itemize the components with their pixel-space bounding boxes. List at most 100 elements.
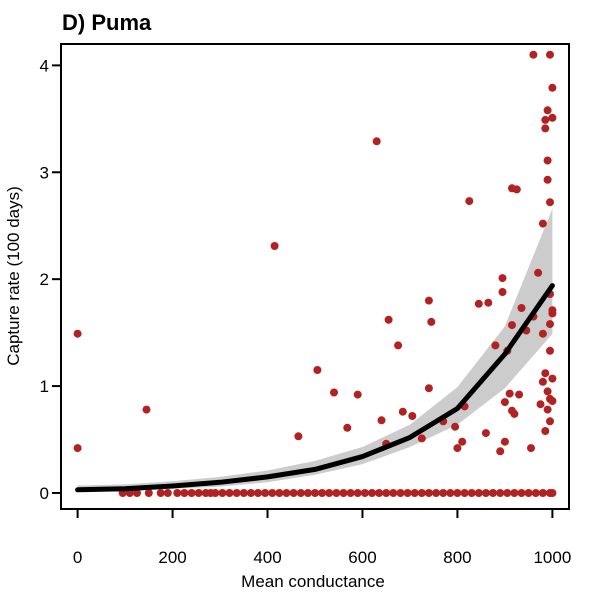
data-point <box>353 390 362 399</box>
data-point <box>496 447 505 456</box>
data-point <box>541 427 550 435</box>
data-point <box>548 306 557 315</box>
data-point <box>311 489 319 497</box>
data-point <box>417 434 426 443</box>
data-point <box>133 489 141 497</box>
data-point <box>546 198 554 207</box>
y-tick-label: 2 <box>40 270 49 289</box>
data-point <box>481 489 490 497</box>
data-point <box>282 489 291 497</box>
data-point <box>546 320 554 329</box>
y-axis: 0 1 2 3 4 <box>40 56 61 503</box>
data-point <box>424 296 433 305</box>
data-point <box>496 489 505 497</box>
data-point <box>384 315 393 324</box>
data-point <box>517 489 526 497</box>
data-point <box>439 489 448 497</box>
data-point <box>403 489 412 497</box>
data-point <box>527 444 535 453</box>
data-point <box>484 298 493 307</box>
data-point <box>211 489 220 497</box>
data-point <box>218 489 227 497</box>
data-point <box>548 83 557 92</box>
chart-title: D) Puma <box>62 10 152 35</box>
data-point <box>246 489 255 497</box>
data-point <box>163 489 172 497</box>
data-point <box>408 412 417 420</box>
data-point <box>377 416 386 425</box>
data-point <box>268 489 277 497</box>
data-point <box>541 124 550 133</box>
data-point <box>353 489 362 497</box>
data-point <box>180 489 189 497</box>
y-tick-label: 1 <box>40 377 49 396</box>
data-point <box>531 489 540 497</box>
data-point <box>498 274 507 283</box>
data-point <box>524 489 533 497</box>
y-axis-label: Capture rate (100 days) <box>4 186 23 366</box>
data-point <box>546 346 554 355</box>
data-point <box>410 489 419 497</box>
x-tick-label: 600 <box>348 548 376 567</box>
data-point <box>546 417 554 426</box>
data-point <box>548 113 557 122</box>
data-point <box>543 387 552 396</box>
data-point <box>498 288 507 296</box>
data-point <box>187 489 196 497</box>
x-tick-label: 400 <box>253 548 281 567</box>
data-point <box>303 489 312 497</box>
data-point <box>546 50 554 59</box>
confidence-band-layer <box>77 208 553 492</box>
data-point <box>330 388 338 397</box>
data-point <box>424 384 433 393</box>
data-point <box>289 489 298 497</box>
fit-line-layer <box>75 283 555 493</box>
data-point <box>510 409 519 418</box>
data-point <box>261 489 270 497</box>
y-tick-label: 0 <box>40 484 49 503</box>
x-tick-label: 1000 <box>533 548 571 567</box>
data-point <box>543 175 552 184</box>
x-axis-label: Mean conductance <box>241 572 385 591</box>
data-point <box>254 489 262 497</box>
data-point <box>538 219 547 228</box>
data-point <box>508 321 516 330</box>
data-point <box>534 268 543 277</box>
data-point <box>529 50 538 59</box>
y-tick-label: 4 <box>40 56 49 75</box>
data-point <box>541 369 550 378</box>
data-point <box>382 489 391 497</box>
data-point <box>144 489 153 497</box>
data-point <box>446 489 455 497</box>
data-point <box>375 489 384 497</box>
data-point <box>232 489 241 497</box>
data-point <box>368 489 376 497</box>
data-point <box>543 106 552 115</box>
data-point <box>389 489 398 497</box>
x-tick-label: 0 <box>73 548 82 567</box>
data-point <box>296 489 305 497</box>
data-point <box>73 329 82 338</box>
points-layer <box>73 50 557 497</box>
data-point <box>510 489 519 497</box>
data-point <box>451 422 460 431</box>
data-point <box>458 437 467 446</box>
data-point <box>505 389 514 398</box>
data-point <box>491 341 500 350</box>
data-point <box>394 341 403 350</box>
plot-frame <box>60 43 570 510</box>
data-point <box>156 489 165 497</box>
data-point <box>548 374 557 383</box>
data-point <box>500 437 509 446</box>
data-point <box>543 405 552 414</box>
data-point <box>339 489 348 497</box>
data-point <box>538 489 547 497</box>
x-tick-label: 800 <box>443 548 471 567</box>
data-point <box>465 197 474 206</box>
data-point <box>538 329 547 338</box>
y-tick-label: 3 <box>40 163 49 182</box>
data-point <box>503 489 512 497</box>
data-point <box>346 489 355 497</box>
data-point <box>194 489 203 497</box>
